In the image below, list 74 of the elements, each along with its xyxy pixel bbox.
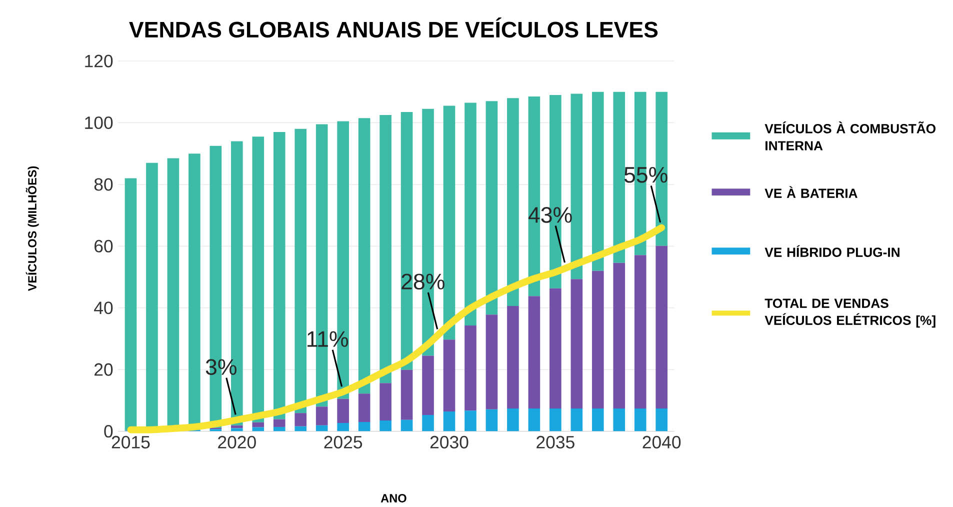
bar [337,422,349,432]
legend-label: VE À BATERIA [764,186,858,198]
bar [550,408,562,432]
bar [570,408,583,432]
bar [252,136,264,422]
bar [273,419,286,427]
bar [592,92,604,271]
bar [358,118,370,394]
x-tick-label: 2015 [112,436,150,448]
bar [422,356,434,415]
legend-label: VEÍCULOS À COMBUSTÃO INTERNA [764,121,936,150]
bar [507,98,519,306]
bar [507,408,519,432]
x-axis-title: ANO [380,494,406,502]
legend-label: TOTAL DE VENDAS VEÍCULOS ELÉTRICOS [%] [764,298,936,328]
bar [592,270,604,408]
bar [634,408,646,432]
bar [528,408,540,432]
y-tick-label: 60 [94,240,113,252]
x-tick-label: 2030 [430,436,468,448]
x-tick-label: 2025 [324,436,362,448]
y-tick-label: 0 [104,424,113,438]
x-tick-label: 2035 [536,436,574,448]
bar [656,408,668,432]
bar [486,409,498,432]
bar [400,370,413,420]
bar [294,426,307,432]
bar [400,420,413,432]
bar [592,408,604,432]
bar [316,425,328,432]
bar [613,92,626,263]
bar [443,106,456,340]
bar [464,410,476,432]
x-tick-label: 2020 [218,436,256,448]
y-axis-title: VEÍCULOS (MILHÕES) [26,166,39,292]
bar [273,426,286,432]
bar [273,132,286,420]
bar [613,262,626,408]
bar [380,114,392,384]
bar [294,128,307,414]
bar [316,406,328,426]
bar [464,325,476,411]
bar [380,420,392,432]
bar [358,422,370,432]
bar [231,425,243,428]
bar [443,340,456,412]
chart-title: VENDAS GLOBAIS ANUAIS DE VEÍCULOS LEVES [129,18,658,38]
bar [231,428,243,432]
bar [634,255,646,408]
bar [486,314,498,410]
bar [337,398,349,423]
bar [613,408,626,432]
x-tick-label: 2040 [642,436,681,448]
y-tick-label: 40 [94,302,113,314]
bar [124,178,137,430]
bar [507,306,519,408]
bar [464,102,476,326]
bar [570,279,583,408]
y-tick-label: 80 [94,178,113,191]
bar [422,414,434,432]
bar [380,383,392,420]
bar [443,412,456,432]
y-tick-label: 100 [85,116,113,129]
bar [528,296,540,408]
legend-label: VE HÍBRIDO PLUG-IN [764,245,900,257]
bar [252,422,264,428]
bar [486,101,498,315]
bar [656,246,668,408]
y-tick-label: 120 [85,54,113,68]
y-tick-label: 20 [94,363,113,376]
bar [358,394,370,422]
bar [294,413,307,426]
bar [570,94,583,280]
bar [550,288,562,408]
